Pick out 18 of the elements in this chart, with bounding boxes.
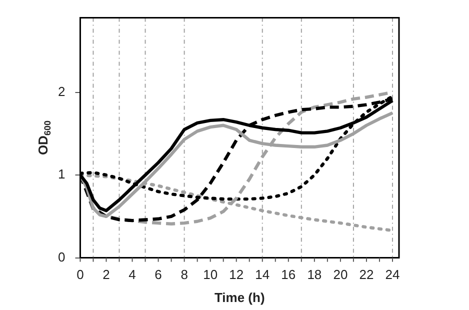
x-tick-label: 20 — [333, 267, 348, 282]
x-axis-title: Time (h) — [214, 290, 265, 305]
x-tick-label: 14 — [255, 267, 270, 282]
x-tick-label: 10 — [203, 267, 218, 282]
x-tick-label: 2 — [102, 267, 110, 282]
x-tick-label: 24 — [385, 267, 400, 282]
y-axis-title: OD600 — [36, 120, 52, 156]
x-tick-label: 18 — [307, 267, 322, 282]
y-tick-label: 1 — [58, 166, 66, 182]
x-tick-label: 4 — [128, 267, 136, 282]
x-tick-label: 22 — [359, 267, 374, 282]
x-tick-label: 6 — [154, 267, 162, 282]
x-tick-label: 12 — [229, 267, 244, 282]
x-tick-label: 16 — [281, 267, 296, 282]
x-tick-label: 8 — [180, 267, 188, 282]
x-tick-label: 0 — [76, 267, 84, 282]
y-tick-label: 2 — [58, 84, 66, 99]
y-tick-label: 0 — [58, 249, 66, 264]
